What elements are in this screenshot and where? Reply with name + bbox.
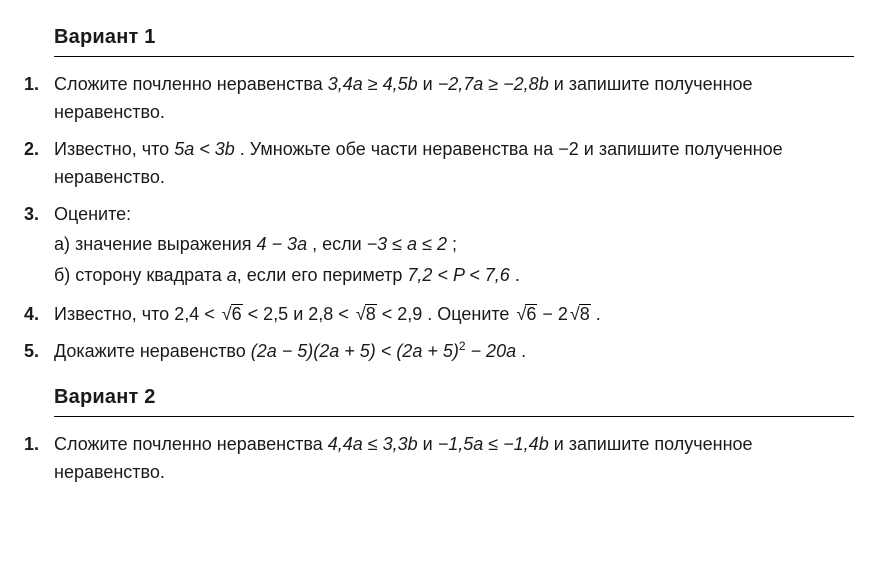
formula: 4,4a ≤ 3,3b — [328, 434, 418, 454]
text: Сложите почленно неравенства — [54, 434, 328, 454]
text: , если — [307, 234, 367, 254]
text: Известно, что — [54, 304, 174, 324]
variant2-title: Вариант 2 — [54, 382, 854, 413]
text: ; — [447, 234, 457, 254]
text: и — [418, 74, 438, 94]
radicand: 6 — [231, 304, 243, 324]
formula: −2 — [558, 139, 579, 159]
formula: 2,4 < — [174, 304, 220, 324]
problem-number: 4. — [22, 301, 54, 329]
problem-number: 5. — [22, 338, 54, 366]
problem-number: 1. — [22, 71, 54, 127]
subitem-a: а) значение выражения 4 − 3a , если −3 ≤… — [54, 231, 854, 259]
problem-body: Известно, что 2,4 < 6 < 2,5 и 2,8 < 8 < … — [54, 301, 854, 329]
formula: − 20a — [466, 341, 517, 361]
problem-1-v2: 1. Сложите почленно неравенства 4,4a ≤ 3… — [22, 431, 854, 487]
formula: < 2,5 — [243, 304, 289, 324]
problem-3: 3. Оцените: а) значение выражения 4 − 3a… — [22, 201, 854, 293]
sqrt-icon: 8 — [568, 301, 591, 329]
variant1-title: Вариант 1 — [54, 22, 854, 53]
sqrt-icon: 6 — [514, 301, 537, 329]
formula: − 2 — [537, 304, 568, 324]
formula: 4 − 3a — [257, 234, 308, 254]
divider — [54, 416, 854, 417]
subitem-b: б) сторону квадрата a, если его периметр… — [54, 262, 854, 290]
problem-number: 3. — [22, 201, 54, 293]
problem-body: Докажите неравенство (2a − 5)(2a + 5) < … — [54, 338, 854, 366]
problem-body: Сложите почленно неравенства 3,4a ≥ 4,5b… — [54, 71, 854, 127]
text: . Умножьте обе части неравенства на — [235, 139, 559, 159]
problem-2: 2. Известно, что 5a < 3b . Умножьте обе … — [22, 136, 854, 192]
formula: −3 ≤ a ≤ 2 — [367, 234, 447, 254]
text: б) сторону квадрата — [54, 265, 227, 285]
radicand: 6 — [525, 304, 537, 324]
text: . — [510, 265, 520, 285]
problem-1: 1. Сложите почленно неравенства 3,4a ≥ 4… — [22, 71, 854, 127]
formula: −1,5a ≤ −1,4b — [438, 434, 549, 454]
text: Докажите неравенство — [54, 341, 251, 361]
formula: 3,4a ≥ 4,5b — [328, 74, 418, 94]
problem-number: 2. — [22, 136, 54, 192]
text: , если его периметр — [237, 265, 408, 285]
formula: 2,8 < — [308, 304, 354, 324]
text: Сложите почленно неравенства — [54, 74, 328, 94]
sqrt-icon: 6 — [220, 301, 243, 329]
var: a — [227, 265, 237, 285]
problem-number: 1. — [22, 431, 54, 487]
formula: 5a < 3b — [174, 139, 235, 159]
text: . — [516, 341, 526, 361]
exponent: 2 — [459, 339, 466, 353]
problem-body: Известно, что 5a < 3b . Умножьте обе час… — [54, 136, 854, 192]
text: а) значение выражения — [54, 234, 257, 254]
problem-body: Сложите почленно неравенства 4,4a ≤ 3,3b… — [54, 431, 854, 487]
text: . Оцените — [422, 304, 514, 324]
formula: < 2,9 — [377, 304, 423, 324]
text: и — [288, 304, 308, 324]
text: . — [591, 304, 601, 324]
problem-4: 4. Известно, что 2,4 < 6 < 2,5 и 2,8 < 8… — [22, 301, 854, 329]
divider — [54, 56, 854, 57]
radicand: 8 — [365, 304, 377, 324]
formula: (2a − 5)(2a + 5) < (2a + 5) — [251, 341, 459, 361]
text: Известно, что — [54, 139, 174, 159]
formula: −2,7a ≥ −2,8b — [438, 74, 549, 94]
text: и — [418, 434, 438, 454]
formula: 7,2 < P < 7,6 — [407, 265, 509, 285]
radicand: 8 — [579, 304, 591, 324]
problem-5: 5. Докажите неравенство (2a − 5)(2a + 5)… — [22, 338, 854, 366]
text: Оцените: — [54, 201, 854, 229]
problem-body: Оцените: а) значение выражения 4 − 3a , … — [54, 201, 854, 293]
sqrt-icon: 8 — [354, 301, 377, 329]
